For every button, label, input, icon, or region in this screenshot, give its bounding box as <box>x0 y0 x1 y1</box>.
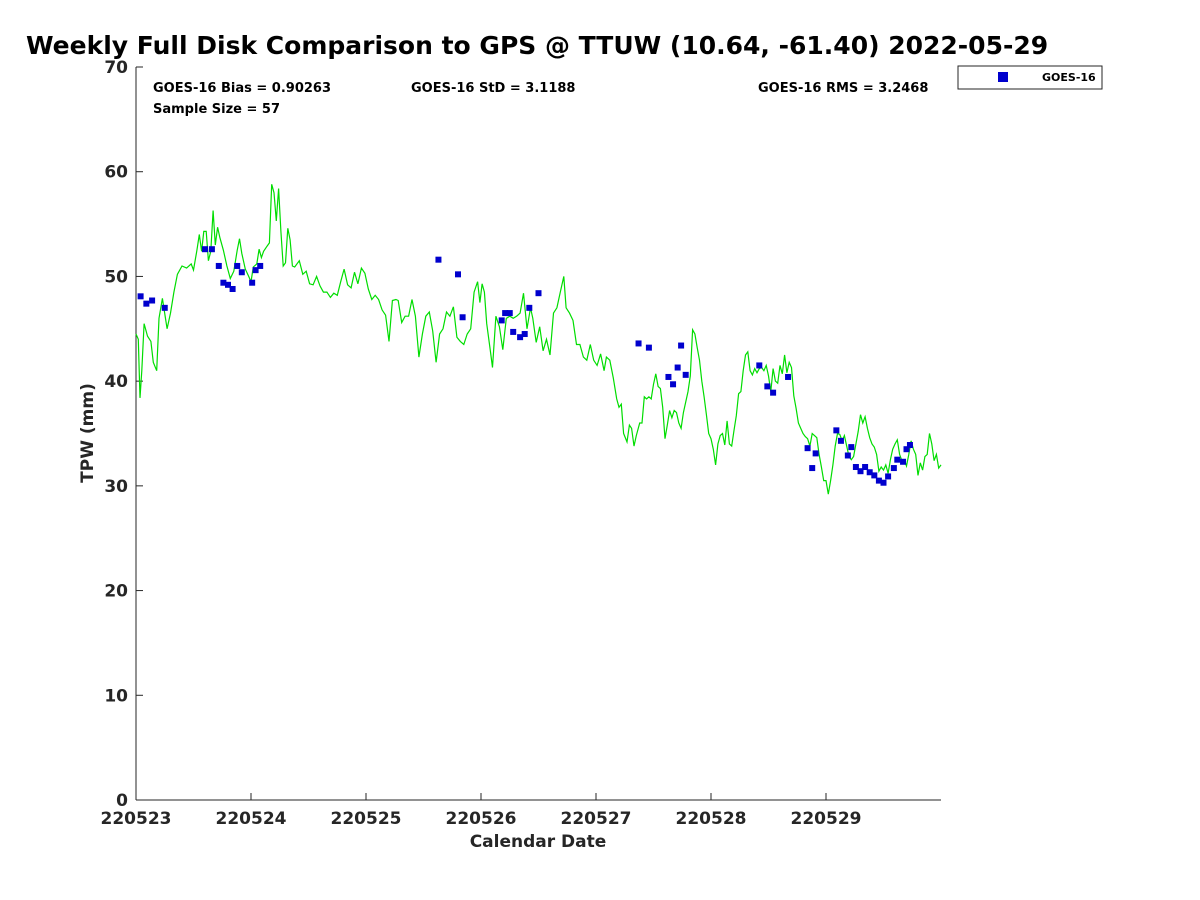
goes16-point <box>229 285 236 292</box>
gps-tpw-line <box>135 184 942 495</box>
rms-stat: GOES-16 RMS = 3.2468 <box>758 81 928 96</box>
goes16-point <box>435 256 442 263</box>
x-axis-label: Calendar Date <box>470 832 607 852</box>
legend-label: GOES-16 <box>1042 71 1096 84</box>
y-axis-ticks: 0 10 20 30 40 50 60 70 <box>104 58 143 811</box>
bias-stat: GOES-16 Bias = 0.90263 <box>153 81 331 96</box>
goes16-point <box>252 267 259 274</box>
goes16-point <box>866 469 873 476</box>
goes16-point <box>809 465 816 472</box>
chart-title: Weekly Full Disk Comparison to GPS @ TTU… <box>26 31 1048 60</box>
goes16-point <box>459 314 466 321</box>
goes16-point <box>517 334 524 341</box>
x-tick-label: 220529 <box>791 809 862 829</box>
goes16-point <box>521 331 528 338</box>
y-tick-label: 40 <box>104 372 128 392</box>
goes16-point <box>257 262 264 269</box>
goes16-point <box>535 290 542 297</box>
y-tick-label: 50 <box>104 267 128 287</box>
std-stat: GOES-16 StD = 3.1188 <box>411 81 575 96</box>
goes16-point <box>880 479 887 486</box>
goes16-point <box>455 271 461 278</box>
goes16-point <box>906 442 913 449</box>
goes16-point <box>234 262 241 269</box>
goes16-point <box>833 427 840 434</box>
goes16-point <box>900 458 907 465</box>
goes16-point <box>225 281 231 288</box>
goes16-point <box>678 342 685 349</box>
goes16-point <box>502 310 509 317</box>
legend-marker <box>998 72 1008 82</box>
goes16-point <box>903 446 910 453</box>
goes16-point <box>149 297 156 304</box>
axes-background <box>136 67 941 800</box>
goes16-point <box>506 310 513 317</box>
y-tick-label: 70 <box>104 58 128 78</box>
goes16-point <box>161 304 168 311</box>
plot-area <box>135 67 941 801</box>
goes16-point <box>804 445 811 452</box>
goes16-point <box>215 262 222 269</box>
goes16-point <box>894 456 901 463</box>
goes16-point <box>890 465 897 472</box>
goes16-point <box>249 279 256 286</box>
gps-series-layer <box>135 184 942 495</box>
goes16-point <box>208 246 215 253</box>
goes16-point <box>770 389 777 396</box>
goes16-point <box>645 344 652 351</box>
legend-box <box>957 65 1103 90</box>
y-tick-label: 10 <box>104 686 128 706</box>
legend: GOES-16 <box>957 65 1103 90</box>
goes16-point <box>670 381 677 388</box>
x-tick-label: 220525 <box>331 809 402 829</box>
goes16-point <box>756 362 763 369</box>
goes16-point <box>238 269 245 276</box>
goes16-point <box>674 364 681 371</box>
goes16-point <box>764 383 771 390</box>
goes16-point <box>837 437 844 444</box>
x-tick-label: 220524 <box>216 809 287 829</box>
goes16-point <box>635 340 642 347</box>
goes16-point <box>220 279 227 286</box>
goes16-point <box>202 246 208 253</box>
goes16-point <box>885 473 892 480</box>
goes16-point <box>875 477 882 484</box>
x-tick-label: 220527 <box>561 809 632 829</box>
goes16-point <box>844 452 851 459</box>
goes16-series-layer <box>137 246 913 486</box>
x-axis-ticks: 220523 220524 220525 220526 220527 220528 2205… <box>101 793 862 829</box>
y-tick-label: 30 <box>104 477 128 497</box>
sample-size-stat: Sample Size = 57 <box>153 102 280 117</box>
y-tick-label: 20 <box>104 582 128 602</box>
goes16-point <box>871 472 878 479</box>
goes16-point <box>857 468 864 475</box>
goes16-point <box>852 464 859 471</box>
goes16-point <box>848 444 855 451</box>
goes16-point <box>665 373 672 380</box>
goes16-point <box>812 450 819 457</box>
goes16-point <box>526 304 533 311</box>
goes16-point <box>137 293 144 300</box>
x-tick-label: 220528 <box>676 809 747 829</box>
goes16-point <box>862 464 869 471</box>
x-tick-label: 220526 <box>446 809 517 829</box>
y-axis-label: TPW (mm) <box>78 383 98 483</box>
goes16-point <box>785 373 792 380</box>
y-tick-label: 0 <box>116 791 128 811</box>
x-tick-label: 220523 <box>101 809 172 829</box>
goes16-point <box>143 300 150 307</box>
y-tick-label: 60 <box>104 163 128 183</box>
goes16-point <box>682 371 689 378</box>
goes16-point <box>498 317 505 324</box>
goes16-point <box>510 328 517 335</box>
